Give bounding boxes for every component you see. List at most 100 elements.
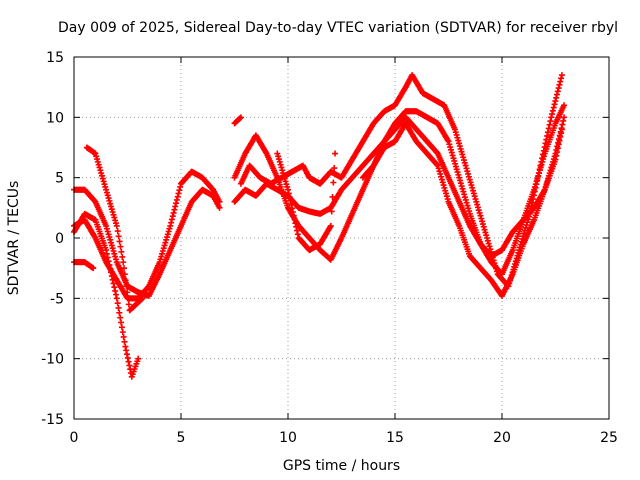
x-tick-label: 5 [177, 430, 186, 446]
x-tick-label: 20 [493, 430, 511, 446]
grid [74, 57, 609, 419]
data-point [116, 238, 123, 245]
data-point [120, 259, 127, 266]
series-2 [71, 259, 97, 272]
y-axis-label: SDTVAR / TECUs [6, 181, 22, 296]
data-point [328, 208, 335, 215]
data-point [553, 146, 560, 153]
y-tick-label: 5 [55, 171, 64, 187]
data-point [558, 75, 565, 82]
data-point [139, 295, 146, 302]
data-point [555, 136, 562, 143]
x-tick-label: 0 [70, 430, 79, 446]
data-point [289, 205, 296, 212]
data-point [554, 88, 561, 95]
x-axis-label: GPS time / hours [283, 458, 400, 474]
data-point [115, 304, 122, 311]
data-point [105, 258, 112, 265]
data-point [124, 289, 131, 296]
data-point [545, 125, 552, 132]
data-point [118, 324, 125, 331]
data-point [107, 265, 114, 272]
data-point [285, 186, 291, 193]
data-point [118, 319, 125, 326]
data-point [108, 273, 115, 280]
x-tick-label: 25 [600, 430, 618, 446]
data-point [237, 114, 244, 121]
series-5 [231, 114, 244, 127]
data-point [561, 114, 568, 121]
data-point [115, 233, 122, 240]
data-point [106, 261, 113, 268]
data-point [169, 213, 176, 220]
data-points [71, 72, 568, 380]
series-0 [71, 186, 223, 299]
data-point [546, 121, 553, 128]
data-point [109, 276, 116, 283]
data-point [90, 265, 97, 272]
y-tick-label: 10 [46, 110, 64, 126]
data-point [111, 284, 118, 291]
data-point [548, 114, 555, 121]
data-point [173, 196, 180, 203]
data-point [557, 128, 564, 135]
data-point [125, 295, 132, 302]
data-point [170, 209, 177, 216]
y-tick-label: -5 [50, 291, 64, 307]
data-point [119, 253, 126, 260]
data-point [168, 216, 175, 223]
data-point [119, 329, 126, 336]
data-point [556, 81, 563, 88]
x-tick-label: 10 [279, 430, 297, 446]
data-point [561, 102, 568, 109]
x-tick-label: 15 [386, 430, 404, 446]
series-7 [231, 114, 568, 299]
data-point [555, 139, 562, 146]
data-point [550, 104, 557, 111]
data-point [121, 271, 128, 278]
data-point [117, 243, 124, 250]
data-point [332, 150, 339, 157]
data-point [549, 107, 556, 114]
data-point [216, 204, 223, 211]
data-point [551, 101, 558, 108]
data-point [547, 118, 554, 125]
data-point [121, 265, 128, 272]
data-point [553, 94, 560, 101]
data-point [123, 283, 130, 290]
data-point [122, 277, 129, 284]
data-point [118, 248, 125, 255]
data-point [433, 161, 440, 168]
data-point [121, 338, 128, 345]
data-point [171, 206, 178, 213]
data-point [122, 343, 129, 350]
data-point [124, 354, 131, 361]
data-point [554, 143, 561, 150]
data-point [559, 121, 566, 128]
data-point [552, 98, 559, 105]
series-3 [83, 144, 146, 314]
data-point [287, 197, 294, 204]
data-point [330, 179, 337, 186]
data-point [108, 269, 115, 276]
data-point [329, 193, 336, 200]
data-point [135, 355, 142, 362]
axis-ticks: 0 5 10 15 20 25 -15 -10 -5 0 5 10 15 [41, 50, 618, 446]
data-point [327, 222, 334, 229]
y-tick-label: 15 [46, 50, 64, 66]
data-point [104, 254, 111, 261]
series-10 [359, 102, 568, 278]
data-point [560, 117, 567, 124]
data-point [286, 194, 293, 201]
data-point [112, 287, 119, 294]
data-point [556, 132, 563, 139]
series-9 [274, 150, 339, 254]
data-point [291, 216, 298, 223]
data-point [172, 203, 179, 210]
data-point [176, 187, 183, 194]
data-point [167, 222, 174, 229]
data-point [552, 150, 559, 157]
data-point [103, 247, 110, 254]
series-4 [71, 210, 142, 380]
